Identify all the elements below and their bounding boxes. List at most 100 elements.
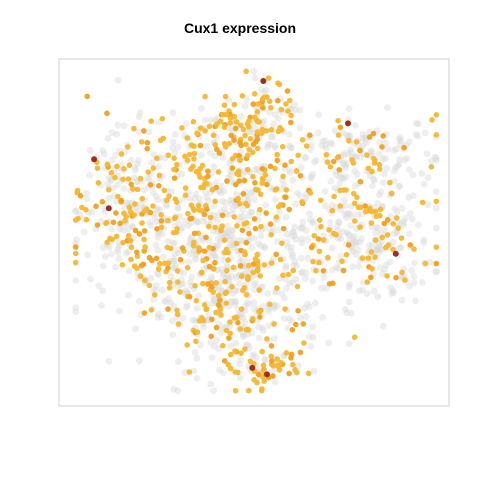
expressing-cell-point — [306, 371, 312, 377]
expressing-cell-point — [349, 157, 355, 163]
expressing-cell-point — [245, 152, 251, 158]
background-cell-point — [126, 268, 133, 275]
expressing-cell-point — [194, 131, 200, 137]
background-cell-point — [345, 210, 352, 217]
background-cell-point — [261, 243, 268, 250]
expressing-cell-point — [313, 268, 319, 274]
expressing-cell-point — [117, 221, 123, 227]
background-cell-point — [325, 340, 332, 347]
expressing-cell-point — [228, 133, 234, 139]
expressing-cell-point — [222, 279, 228, 285]
background-cell-point — [264, 290, 271, 297]
background-cell-point — [298, 255, 305, 262]
expressing-cell-point — [174, 230, 180, 236]
expressing-cell-point — [110, 237, 116, 243]
background-cell-point — [405, 194, 412, 201]
background-cell-point — [155, 163, 162, 170]
background-cell-point — [174, 205, 181, 212]
background-cell-point — [366, 242, 373, 249]
expressing-cell-point — [252, 180, 258, 186]
background-cell-point — [183, 120, 190, 127]
background-cell-point — [341, 197, 348, 204]
expressing-cell-point — [310, 259, 316, 265]
expressing-cell-point — [231, 315, 237, 321]
expressing-cell-point — [214, 325, 220, 331]
expressing-cell-point — [210, 187, 216, 193]
expressing-cell-point — [369, 209, 375, 215]
expressing-cell-point — [132, 201, 138, 207]
expressing-cell-point — [178, 257, 184, 263]
background-cell-point — [356, 263, 363, 270]
background-cell-point — [355, 246, 362, 253]
background-cell-point — [172, 149, 179, 156]
expressing-cell-point — [224, 268, 230, 274]
background-cell-point — [240, 207, 247, 214]
background-cell-point — [304, 301, 311, 308]
expressing-cell-point — [157, 261, 163, 267]
expressing-cell-point — [282, 194, 288, 200]
expressing-cell-point — [236, 168, 242, 174]
background-cell-point — [183, 304, 190, 311]
expressing-cell-point — [286, 272, 292, 278]
expressing-cell-point — [176, 321, 182, 327]
background-cell-point — [252, 74, 259, 81]
background-cell-point — [179, 171, 186, 178]
expressing-cell-point — [330, 208, 336, 214]
expressing-cell-point — [331, 194, 337, 200]
expressing-cell-point — [389, 191, 395, 197]
expressing-cell-point — [151, 165, 157, 171]
background-cell-point — [175, 220, 182, 227]
expressing-cell-point — [185, 135, 191, 141]
expressing-cell-point — [246, 327, 252, 333]
expressing-cell-point — [220, 343, 226, 349]
background-cell-point — [404, 155, 411, 162]
background-cell-point — [236, 214, 243, 221]
background-cell-point — [287, 169, 294, 176]
background-cell-point — [216, 367, 223, 374]
expressing-cell-point — [394, 215, 400, 221]
expressing-cell-point — [189, 142, 195, 148]
expressing-cell-point — [285, 108, 291, 114]
background-cell-point — [106, 195, 113, 202]
background-cell-point — [112, 264, 119, 271]
expressing-cell-point — [290, 327, 296, 333]
background-cell-point — [425, 174, 432, 181]
background-cell-point — [376, 191, 383, 198]
expressing-cell-point — [411, 246, 417, 252]
expressing-cell-point — [255, 109, 261, 115]
background-cell-point — [198, 152, 205, 159]
expressing-cell-point — [217, 307, 223, 313]
expressing-cell-point — [209, 284, 215, 290]
expressing-cell-point — [190, 164, 196, 170]
expressing-cell-point — [245, 167, 251, 173]
expressing-cell-point — [434, 261, 440, 267]
background-cell-point — [116, 308, 123, 315]
expressing-cell-point — [328, 164, 334, 170]
background-cell-point — [251, 68, 258, 75]
expressing-cell-point — [129, 244, 135, 250]
expressing-cell-point — [222, 102, 228, 108]
expressing-cell-point — [128, 182, 134, 188]
background-cell-point — [265, 322, 272, 329]
expressing-cell-point — [291, 268, 297, 274]
expressing-cell-point — [257, 287, 263, 293]
expressing-cell-point — [84, 94, 90, 100]
expressing-cell-point — [251, 101, 257, 107]
background-cell-point — [338, 253, 345, 260]
expressing-cell-point — [233, 388, 239, 394]
expressing-cell-point — [278, 257, 284, 263]
expressing-cell-point — [263, 210, 269, 216]
background-cell-point — [433, 268, 440, 275]
expressing-cell-point — [242, 133, 248, 139]
background-cell-point — [172, 131, 179, 138]
expressing-cell-point — [142, 244, 148, 250]
high-expression-cell-point — [260, 78, 266, 84]
expressing-cell-point — [434, 244, 440, 250]
expressing-cell-point — [250, 174, 256, 180]
expressing-cell-point — [263, 172, 269, 178]
expressing-cell-point — [224, 112, 230, 118]
expressing-cell-point — [354, 139, 360, 145]
background-cell-point — [125, 292, 132, 299]
expressing-cell-point — [187, 152, 193, 158]
expressing-cell-point — [366, 255, 372, 261]
